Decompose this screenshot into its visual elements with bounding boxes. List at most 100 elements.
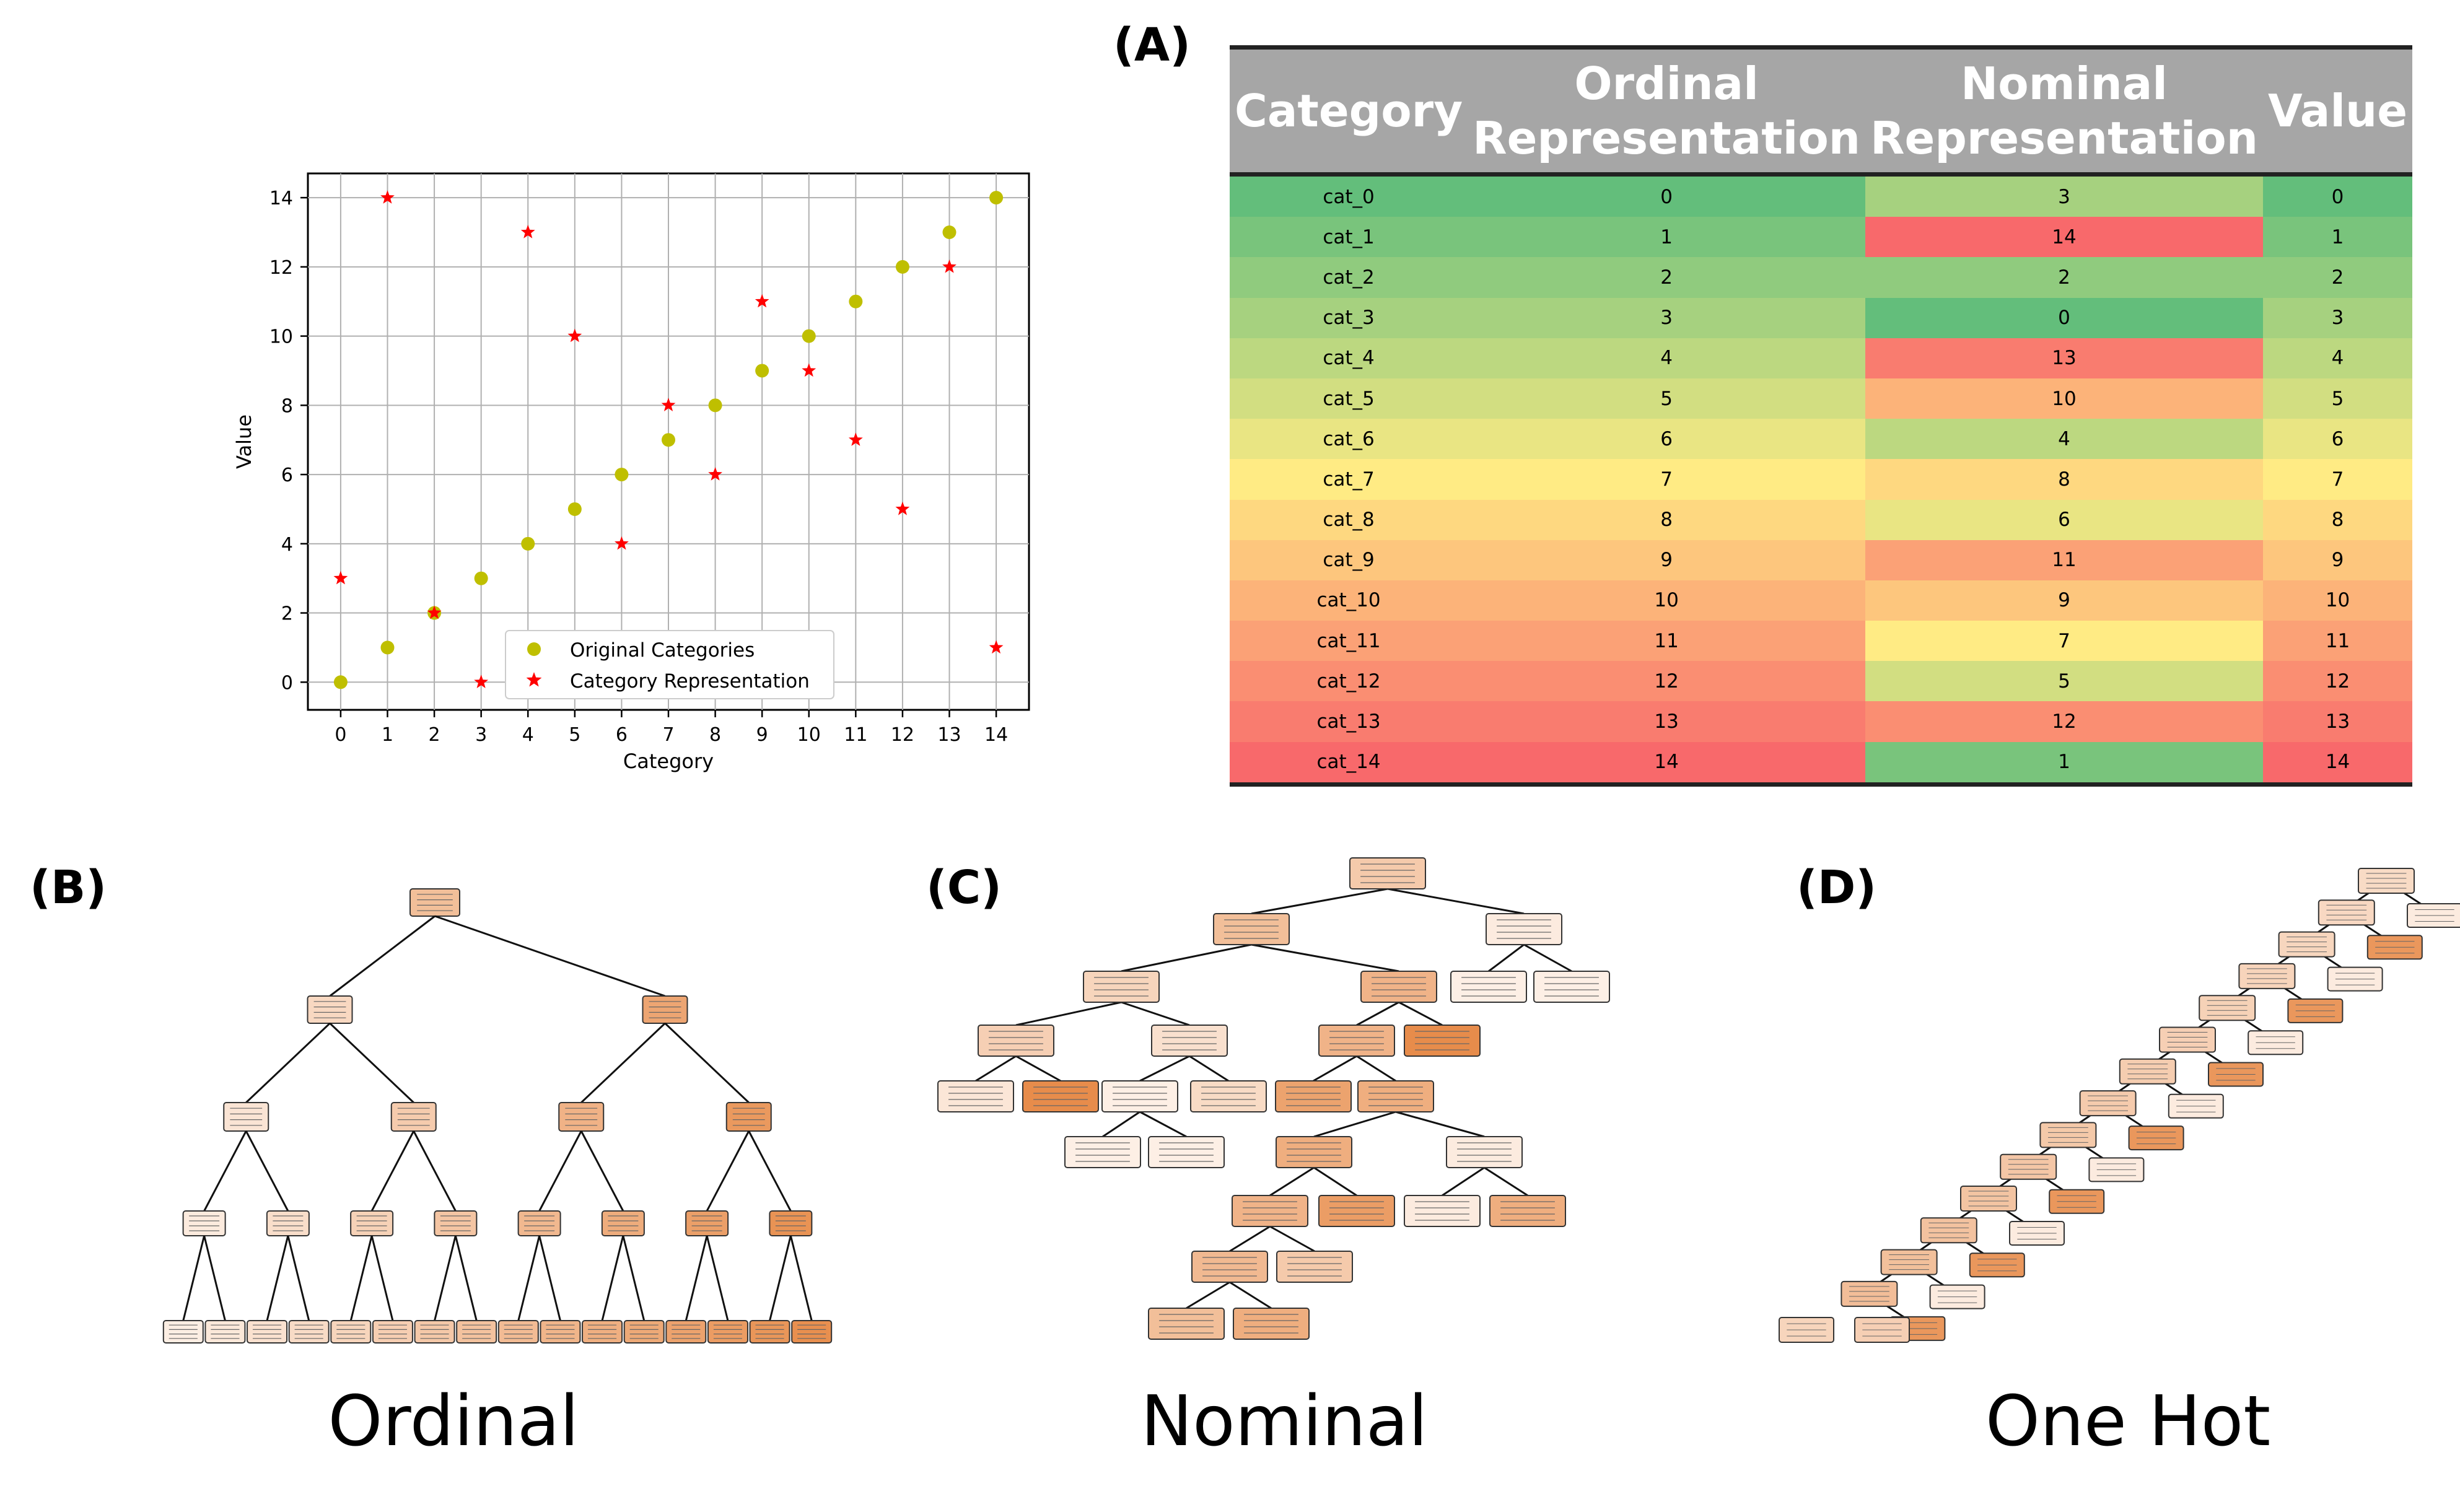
tree-edge — [1313, 1166, 1357, 1197]
panel-label-c: (C) — [926, 861, 1002, 914]
tree-node — [1064, 1136, 1141, 1168]
point-representation — [848, 432, 863, 446]
ordinal-cell: 8 — [1468, 499, 1866, 540]
category-cell: cat_1 — [1230, 217, 1468, 258]
ordinal-cell: 5 — [1468, 378, 1866, 419]
label-one-hot: One Hot — [1985, 1381, 2271, 1462]
nominal-cell: 1 — [1865, 741, 2263, 785]
header-category: Category — [1230, 47, 1468, 177]
point-representation — [474, 675, 489, 688]
y-tick-label: 10 — [269, 326, 293, 348]
tree-node — [2049, 1189, 2105, 1214]
tree-edge — [1102, 1111, 1140, 1138]
nominal-cell: 0 — [1865, 297, 2263, 338]
tree-edge — [1229, 1225, 1271, 1252]
tree-node — [409, 888, 460, 917]
tree-edge — [287, 1235, 310, 1321]
y-tick-label: 12 — [269, 257, 293, 279]
point-original — [708, 398, 722, 413]
label-nominal: Nominal — [1140, 1381, 1428, 1462]
category-cell: cat_4 — [1230, 338, 1468, 378]
tree-node — [582, 1320, 623, 1344]
tree-node — [247, 1320, 288, 1344]
category-cell: cat_13 — [1230, 701, 1468, 742]
tree-node — [2009, 1221, 2065, 1246]
value-cell: 10 — [2262, 580, 2413, 621]
nominal-cell: 4 — [1865, 419, 2263, 460]
nominal-cell: 7 — [1865, 621, 2263, 662]
tree-node — [2238, 963, 2296, 989]
point-representation — [661, 398, 676, 411]
tree-node — [1880, 1249, 1938, 1275]
tree-node — [1148, 1308, 1225, 1340]
tree-edge — [370, 1130, 415, 1212]
tree-node — [2159, 1026, 2216, 1053]
value-cell: 7 — [2262, 459, 2413, 500]
category-cell: cat_6 — [1230, 419, 1468, 460]
tree-edge — [434, 1235, 457, 1321]
value-cell: 3 — [2262, 297, 2413, 338]
value-cell: 6 — [2262, 419, 2413, 460]
x-tick-label: 3 — [475, 724, 487, 746]
tree-edge — [1395, 1111, 1485, 1138]
table-row: cat_10 10 9 10 — [1230, 580, 2413, 621]
legend-label-original: Original Categories — [570, 639, 755, 662]
tree-edge — [1269, 1225, 1315, 1252]
tree-edge — [1015, 1055, 1061, 1082]
table-row: cat_14 14 1 14 — [1230, 741, 2413, 785]
tree-edge — [1313, 1055, 1357, 1082]
tree-node — [2278, 931, 2335, 958]
value-cell: 0 — [2262, 174, 2413, 217]
tree-node — [2318, 899, 2375, 926]
tree-edge — [789, 1235, 813, 1321]
tree-node — [2287, 998, 2344, 1023]
tree-node — [2208, 1062, 2264, 1087]
tree-node — [350, 1210, 394, 1236]
point-original — [615, 468, 629, 482]
point-representation — [802, 363, 816, 377]
tree-node — [1360, 971, 1437, 1003]
point-representation — [520, 225, 535, 238]
tree-node — [1446, 1136, 1523, 1168]
tree-node — [791, 1320, 833, 1344]
tree-node — [601, 1210, 645, 1236]
point-representation — [427, 605, 442, 619]
nominal-cell: 12 — [1865, 701, 2263, 742]
tree-node — [540, 1320, 581, 1344]
tree-edge — [580, 1130, 624, 1212]
tree-edge — [975, 1055, 1017, 1082]
data-marks — [333, 190, 1004, 689]
tree-edge — [329, 915, 436, 997]
header-value: Value — [2262, 47, 2413, 177]
y-tick-label: 4 — [281, 534, 293, 556]
category-cell: cat_0 — [1230, 174, 1468, 217]
tree-node — [623, 1320, 665, 1344]
tree-edge — [203, 1235, 226, 1321]
tree-node — [1779, 1317, 1834, 1343]
tree-node — [1854, 1317, 1910, 1343]
tree-node — [2039, 1122, 2097, 1148]
tree-node — [1920, 1217, 1977, 1244]
tree-node — [414, 1320, 455, 1344]
tree-node — [2079, 1090, 2137, 1117]
tree-node — [1083, 971, 1160, 1003]
x-tick-label: 11 — [844, 724, 867, 746]
tree-edge — [1139, 1111, 1187, 1138]
tree-node — [2000, 1153, 2057, 1180]
tree-node — [1318, 1195, 1395, 1227]
tree-edge — [622, 1235, 646, 1321]
value-cell: 11 — [2262, 621, 2413, 662]
tree-node — [390, 1102, 437, 1132]
x-tick-label: 1 — [382, 724, 393, 746]
value-cell: 4 — [2262, 338, 2413, 378]
tree-edge — [1484, 1166, 1528, 1197]
tree-edge — [182, 1235, 206, 1321]
tree-edge — [580, 1022, 666, 1104]
ordinal-cell: 11 — [1468, 621, 1866, 662]
point-original — [662, 433, 675, 447]
tree-node — [642, 995, 688, 1024]
tree-node — [2088, 1157, 2145, 1182]
nominal-cell: 14 — [1865, 217, 2263, 258]
tree-node — [2119, 1058, 2176, 1085]
